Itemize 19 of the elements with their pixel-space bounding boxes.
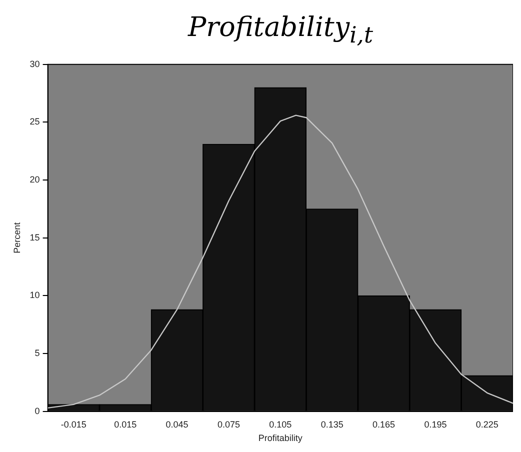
x-tick-label: -0.015 [60,419,86,430]
y-axis-title: Percent [12,222,22,254]
y-tick-label: 20 [30,174,40,185]
x-tick-label: 0.225 [476,419,498,430]
x-tick-label: 0.015 [114,419,137,430]
x-axis-title: Profitability [258,433,303,444]
x-tick-label: 0.165 [372,419,396,430]
y-tick-label: 25 [30,116,40,127]
x-tick-label: 0.105 [269,419,292,430]
y-tick-label: 30 [30,58,40,69]
x-tick-label: 0.195 [424,419,447,430]
y-tick-label: 0 [34,406,40,416]
y-tick-label: 10 [30,290,40,300]
chart-title: Profitability$_{i,t}$ [186,11,374,50]
x-tick-label: 0.135 [320,419,344,430]
x-tick-label: 0.045 [166,419,188,430]
y-tick-label: 15 [30,232,40,242]
x-tick-label: 0.075 [217,419,240,430]
y-tick-label: 5 [34,348,40,358]
